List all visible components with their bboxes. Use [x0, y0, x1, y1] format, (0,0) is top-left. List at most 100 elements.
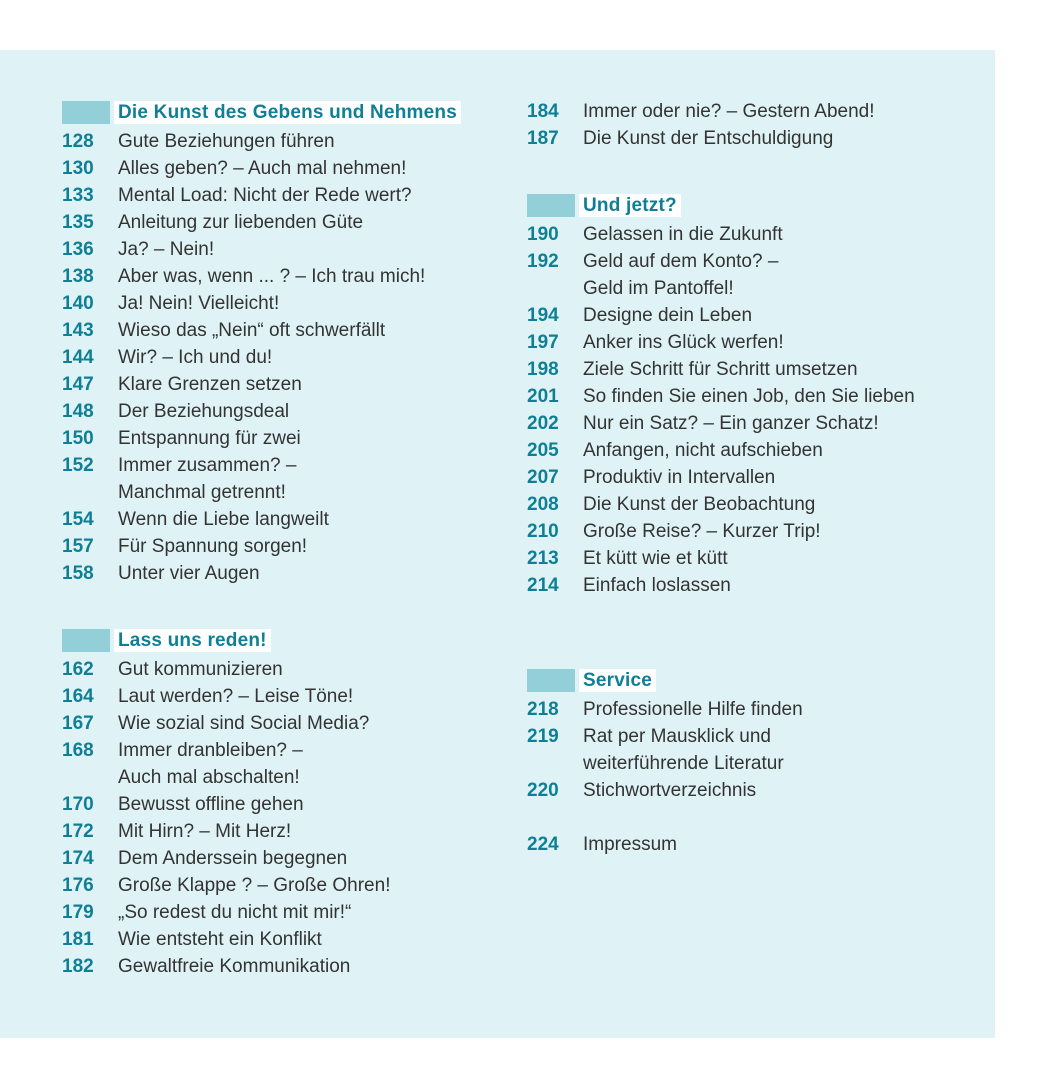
page-number: 174 — [62, 848, 94, 869]
toc-entry: 198 Ziele Schritt für Schritt umsetzen — [527, 356, 915, 383]
page-number: 198 — [527, 359, 559, 380]
page-number: 135 — [62, 212, 94, 233]
entry-title: So finden Sie einen Job, den Sie lieben — [583, 386, 915, 407]
page-number: 130 — [62, 158, 94, 179]
entry-title: Einfach loslassen — [583, 575, 731, 596]
page-number: 194 — [527, 305, 559, 326]
entry-title: Ja! Nein! Vielleicht! — [118, 293, 280, 314]
page-number: 197 — [527, 332, 559, 353]
page-number: 220 — [527, 780, 559, 801]
entry-title: Immer zusammen? – Manchmal getrennt! — [118, 455, 297, 503]
section-bar — [527, 669, 575, 692]
toc-entry: 176 Große Klappe ? – Große Ohren! — [62, 872, 390, 899]
section-title: Und jetzt? — [579, 194, 681, 217]
page-number: 162 — [62, 659, 94, 680]
entry-title: Geld auf dem Konto? – Geld im Pantoffel! — [583, 251, 779, 299]
entry-title: „So redest du nicht mit mir!“ — [118, 902, 352, 923]
section-bar — [527, 194, 575, 217]
toc-entry: 201 So finden Sie einen Job, den Sie lieb… — [527, 383, 915, 410]
page-number: 128 — [62, 131, 94, 152]
entry-title: Impressum — [583, 834, 677, 855]
toc-entry: 152 Immer zusammen? – Manchmal getrennt! — [62, 452, 461, 506]
page-number: 208 — [527, 494, 559, 515]
toc-entry: 210 Große Reise? – Kurzer Trip! — [527, 518, 915, 545]
toc-entry: 181 Wie entsteht ein Konflikt — [62, 926, 390, 953]
toc-section: Service 218 Professionelle Hilfe finden 21… — [527, 669, 803, 804]
entry-title: Ziele Schritt für Schritt umsetzen — [583, 359, 858, 380]
entry-title: Ja? – Nein! — [118, 239, 215, 260]
page-number: 181 — [62, 929, 94, 950]
section-header: Lass uns reden! — [62, 629, 390, 652]
toc-entry: 136 Ja? – Nein! — [62, 236, 461, 263]
entry-title: Mit Hirn? – Mit Herz! — [118, 821, 292, 842]
toc-entry: 218 Professionelle Hilfe finden — [527, 696, 803, 723]
page-number: 140 — [62, 293, 94, 314]
toc-entry: 143 Wieso das „Nein“ oft schwerfällt — [62, 317, 461, 344]
toc-entry: 170 Bewusst offline gehen — [62, 791, 390, 818]
toc-entry: 208 Die Kunst der Beobachtung — [527, 491, 915, 518]
toc-entry: 133 Mental Load: Nicht der Rede wert? — [62, 182, 461, 209]
toc-entry: 140 Ja! Nein! Vielleicht! — [62, 290, 461, 317]
toc-entry: 172 Mit Hirn? – Mit Herz! — [62, 818, 390, 845]
toc-entry: 197 Anker ins Glück werfen! — [527, 329, 915, 356]
page-number: 205 — [527, 440, 559, 461]
page-number: 184 — [527, 101, 559, 122]
entry-title: Die Kunst der Entschuldigung — [583, 128, 834, 149]
toc-entry: 184 Immer oder nie? – Gestern Abend! — [527, 98, 875, 125]
toc-section-continued: 184 Immer oder nie? – Gestern Abend! 187 Di… — [527, 98, 875, 152]
toc-section: Lass uns reden! 162 Gut kommunizieren 164 L… — [62, 629, 390, 980]
page-number: 179 — [62, 902, 94, 923]
toc-panel — [0, 50, 995, 1038]
toc-entry: 174 Dem Anderssein begegnen — [62, 845, 390, 872]
page-number: 176 — [62, 875, 94, 896]
toc-entry: 194 Designe dein Leben — [527, 302, 915, 329]
section-bar — [62, 629, 110, 652]
page-number: 144 — [62, 347, 94, 368]
toc-entry: 150 Entspannung für zwei — [62, 425, 461, 452]
toc-entry: 135 Anleitung zur liebenden Güte — [62, 209, 461, 236]
entry-title: Gute Beziehungen führen — [118, 131, 335, 152]
page-number: 143 — [62, 320, 94, 341]
entry-title: Aber was, wenn ... ? – Ich trau mich! — [118, 266, 426, 287]
toc-entry: 219 Rat per Mausklick und weiterführende … — [527, 723, 803, 777]
toc-section: Die Kunst des Gebens und Nehmens 128 Gute… — [62, 101, 461, 587]
entry-title: Wenn die Liebe langweilt — [118, 509, 329, 530]
section-title: Die Kunst des Gebens und Nehmens — [114, 101, 461, 124]
page-number: 168 — [62, 740, 94, 761]
entry-title: Gelassen in die Zukunft — [583, 224, 783, 245]
section-title: Service — [579, 669, 657, 692]
entry-title: Dem Anderssein begegnen — [118, 848, 348, 869]
page-number: 167 — [62, 713, 94, 734]
page-number: 192 — [527, 251, 559, 272]
toc-entry: 147 Klare Grenzen setzen — [62, 371, 461, 398]
entry-title: Gewaltfreie Kommunikation — [118, 956, 351, 977]
toc-section-extra: 224 Impressum — [527, 831, 677, 858]
entry-title: Et kütt wie et kütt — [583, 548, 728, 569]
page-number: 138 — [62, 266, 94, 287]
toc-entry: 207 Produktiv in Intervallen — [527, 464, 915, 491]
entry-title: Der Beziehungsdeal — [118, 401, 290, 422]
toc-entry: 157 Für Spannung sorgen! — [62, 533, 461, 560]
page-number: 157 — [62, 536, 94, 557]
entry-title: Mental Load: Nicht der Rede wert? — [118, 185, 412, 206]
toc-entry: 148 Der Beziehungsdeal — [62, 398, 461, 425]
entry-title: Die Kunst der Beobachtung — [583, 494, 816, 515]
toc-entry: 164 Laut werden? – Leise Töne! — [62, 683, 390, 710]
page-number: 213 — [527, 548, 559, 569]
page-number: 170 — [62, 794, 94, 815]
page-number: 218 — [527, 699, 559, 720]
toc-entry: 220 Stichwortverzeichnis — [527, 777, 803, 804]
entry-title: Produktiv in Intervallen — [583, 467, 776, 488]
entry-title: Wieso das „Nein“ oft schwerfällt — [118, 320, 386, 341]
page-number: 210 — [527, 521, 559, 542]
page-number: 207 — [527, 467, 559, 488]
page-number: 147 — [62, 374, 94, 395]
page-number: 190 — [527, 224, 559, 245]
page-number: 187 — [527, 128, 559, 149]
entry-title: Bewusst offline gehen — [118, 794, 304, 815]
section-header: Service — [527, 669, 803, 692]
section-header: Und jetzt? — [527, 194, 915, 217]
entry-title: Nur ein Satz? – Ein ganzer Schatz! — [583, 413, 879, 434]
page-number: 182 — [62, 956, 94, 977]
toc-section: Und jetzt? 190 Gelassen in die Zukunft 192… — [527, 194, 915, 599]
